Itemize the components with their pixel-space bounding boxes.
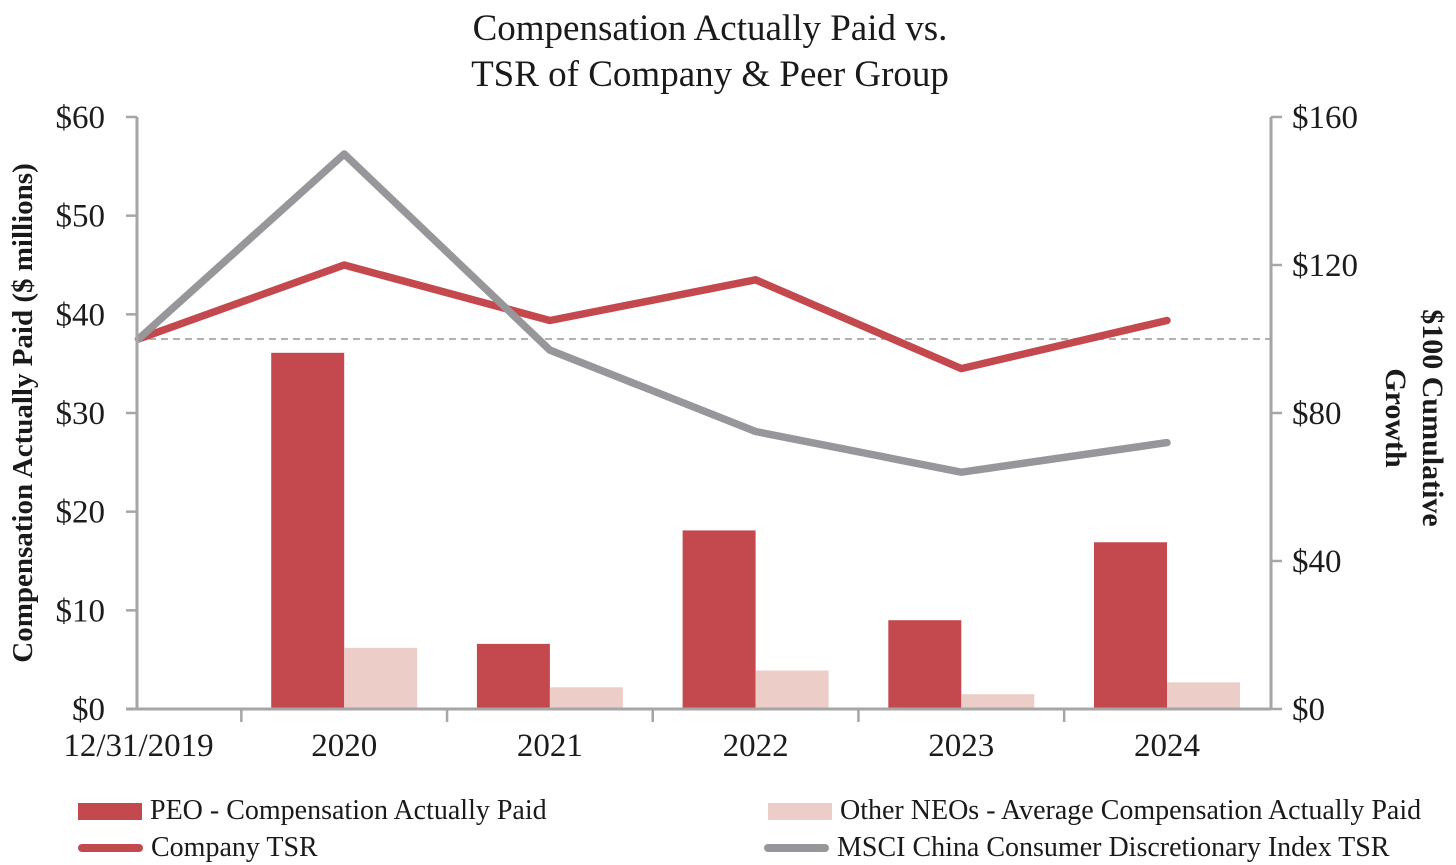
neo-bar-2024 [1167,682,1240,709]
peo-bar-2020 [271,352,345,709]
neo-bar-swatch-icon [768,802,832,820]
left-axis-tick-label: $60 [56,100,106,136]
company-tsr-line-swatch-icon [78,844,143,852]
x-axis-label-2020: 2020 [311,728,377,764]
legend-item-index-tsr: MSCI China Consumer Discretionary Index … [764,832,1389,864]
right-axis-tick-label: $120 [1292,248,1358,284]
legend-label-peo-cap: PEO - Compensation Actually Paid [150,795,547,826]
company-tsr-line [134,261,1171,373]
left-axis-title: Compensation Actually Paid ($ millions) [7,163,39,663]
peo-bar-2022 [682,530,756,709]
right-axis-tick-label: $160 [1292,100,1358,136]
peo-bar-2021 [476,643,550,709]
neo-bar-2023 [961,694,1035,709]
legend-item-company-tsr: Company TSR [78,832,318,864]
legend-item-neo-cap: Other NEOs - Average Compensation Actual… [768,795,1421,827]
neo-bar-2021 [549,687,623,709]
x-axis-label-2023: 2023 [928,728,994,764]
right-axis-tick-label: $0 [1292,692,1325,728]
index-tsr-line [134,150,1171,476]
peo-bar-swatch-icon [78,802,142,820]
right-axis-title: $100 Cumulative Growth [1379,309,1449,527]
left-axis-tick-label: $50 [56,199,106,235]
x-axis-label-2022: 2022 [723,728,789,764]
left-axis-tick-label: $40 [56,297,106,333]
peo-bar-2023 [888,620,962,709]
index-tsr-line-swatch-icon [764,844,829,852]
x-axis-label-12/31/2019: 12/31/2019 [63,728,213,764]
legend-label-neo-cap: Other NEOs - Average Compensation Actual… [840,795,1422,826]
legend-label-company-tsr: Company TSR [151,832,318,863]
right-axis-tick-label: $80 [1292,396,1342,432]
left-axis-tick-label: $0 [72,692,105,728]
chart-title-line-2: TSR of Company & Peer Group [471,54,949,95]
chart-title-line-1: Compensation Actually Paid vs. [472,8,948,49]
left-axis-tick-label: $30 [56,396,106,432]
neo-bar-2022 [755,670,829,709]
legend-item-peo-cap: PEO - Compensation Actually Paid [78,795,547,827]
peo-bar-2024 [1094,542,1167,709]
x-axis-label-2024: 2024 [1134,728,1200,764]
left-axis-tick-label: $20 [56,495,106,531]
x-axis-label-2021: 2021 [517,728,583,764]
left-axis-tick-label: $10 [56,593,106,629]
neo-bar-2020 [344,647,418,709]
legend-label-index-tsr: MSCI China Consumer Discretionary Index … [837,832,1390,863]
chart-title: Compensation Actually Paid vs. TSR of Co… [0,6,1420,98]
right-axis-tick-label: $40 [1292,544,1342,580]
